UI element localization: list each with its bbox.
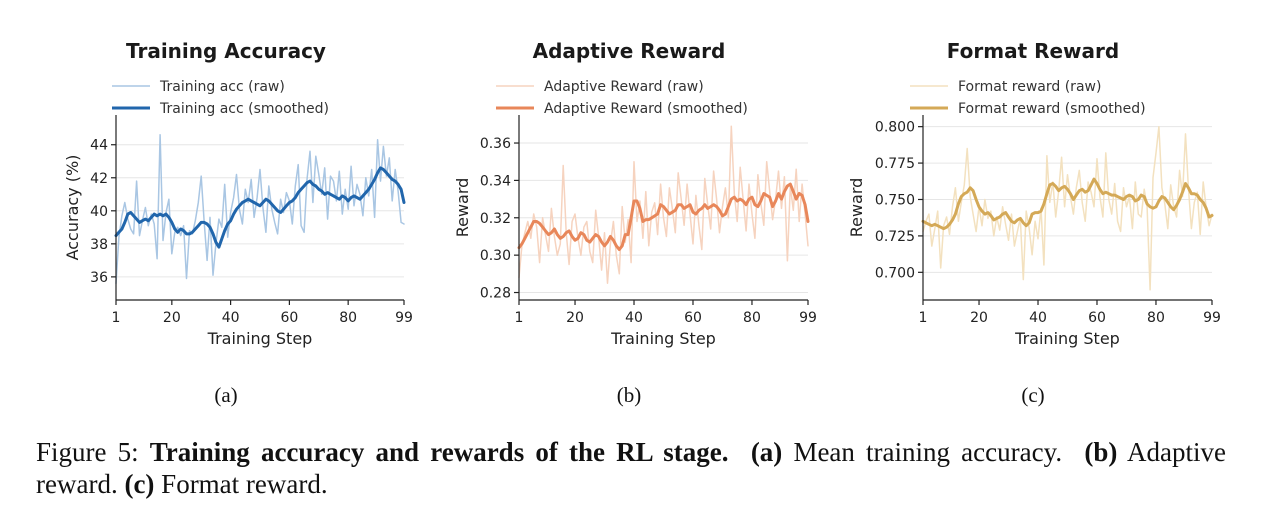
legend-smoothed-label: Adaptive Reward (smoothed) xyxy=(544,101,748,117)
x-axis-label: Training Step xyxy=(610,329,716,348)
legend-raw-label: Adaptive Reward (raw) xyxy=(544,79,704,95)
y-axis-label: Accuracy (%) xyxy=(63,155,82,261)
subfigure-label: (a) xyxy=(214,383,237,407)
x-tick-label: 99 xyxy=(1203,310,1221,326)
caption-part-c-text: Format reward. xyxy=(154,469,328,499)
legend-raw-label: Format reward (raw) xyxy=(958,79,1101,95)
y-tick-label: 0.30 xyxy=(480,248,511,264)
x-tick-label: 60 xyxy=(280,310,298,326)
chart-title: Adaptive Reward xyxy=(533,39,726,63)
y-tick-label: 44 xyxy=(90,138,108,154)
caption-part-a-label: (a) xyxy=(750,437,783,467)
x-tick-label: 1 xyxy=(919,310,928,326)
x-tick-label: 20 xyxy=(566,310,584,326)
x-tick-label: 80 xyxy=(743,310,761,326)
x-tick-label: 20 xyxy=(163,310,181,326)
caption-part-b-label: (b) xyxy=(1084,437,1118,467)
raw-series-line xyxy=(922,125,1213,291)
caption-prefix: Figure 5: xyxy=(36,437,150,467)
legend-raw-label: Training acc (raw) xyxy=(159,79,285,95)
smoothed-series-line xyxy=(517,182,810,251)
chart-title: Training Accuracy xyxy=(126,39,326,63)
y-tick-label: 0.34 xyxy=(480,173,511,189)
y-tick-label: 0.800 xyxy=(875,120,915,136)
y-tick-label: 0.750 xyxy=(875,192,915,208)
x-tick-label: 40 xyxy=(1029,310,1047,326)
y-tick-label: 0.725 xyxy=(875,229,915,245)
y-tick-label: 0.700 xyxy=(875,265,915,281)
x-axis-label: Training Step xyxy=(1014,329,1120,348)
y-axis-label: Reward xyxy=(453,178,472,238)
smoothed-series-line xyxy=(921,177,1214,231)
y-tick-label: 0.32 xyxy=(480,211,511,227)
caption-part-b-text: Adaptive reward. xyxy=(36,437,1227,499)
x-tick-label: 40 xyxy=(222,310,240,326)
y-tick-label: 42 xyxy=(90,171,108,187)
caption-title: Training accuracy and rewards of the RL … xyxy=(149,437,729,467)
x-tick-label: 20 xyxy=(970,310,988,326)
y-tick-label: 0.28 xyxy=(480,286,511,302)
figure-caption: Figure 5: Training accuracy and rewards … xyxy=(36,436,1226,500)
y-tick-label: 40 xyxy=(90,204,108,220)
x-tick-label: 80 xyxy=(1147,310,1165,326)
legend-smoothed-label: Format reward (smoothed) xyxy=(958,101,1146,117)
caption-part-c-label: (c) xyxy=(124,469,155,499)
raw-series-line xyxy=(115,134,405,285)
x-axis-label: Training Step xyxy=(207,329,313,348)
x-tick-label: 80 xyxy=(339,310,357,326)
subfigure-label: (c) xyxy=(1021,383,1044,407)
x-tick-label: 1 xyxy=(515,310,524,326)
legend-smoothed-label: Training acc (smoothed) xyxy=(159,101,329,117)
x-tick-label: 99 xyxy=(395,310,413,326)
smoothed-series-line xyxy=(114,166,406,249)
y-axis-label: Reward xyxy=(847,178,866,238)
y-tick-label: 0.775 xyxy=(875,156,915,172)
y-tick-label: 38 xyxy=(90,237,108,253)
chart-title: Format Reward xyxy=(947,39,1119,63)
x-tick-label: 60 xyxy=(684,310,702,326)
caption-part-a-text: Mean training accuracy. xyxy=(782,437,1063,467)
x-tick-label: 1 xyxy=(112,310,121,326)
x-tick-label: 40 xyxy=(625,310,643,326)
y-tick-label: 36 xyxy=(90,270,108,286)
x-tick-label: 99 xyxy=(799,310,817,326)
raw-series-line xyxy=(518,125,809,284)
x-tick-label: 60 xyxy=(1088,310,1106,326)
subfigure-label: (b) xyxy=(617,383,642,407)
y-tick-label: 0.36 xyxy=(480,136,511,152)
